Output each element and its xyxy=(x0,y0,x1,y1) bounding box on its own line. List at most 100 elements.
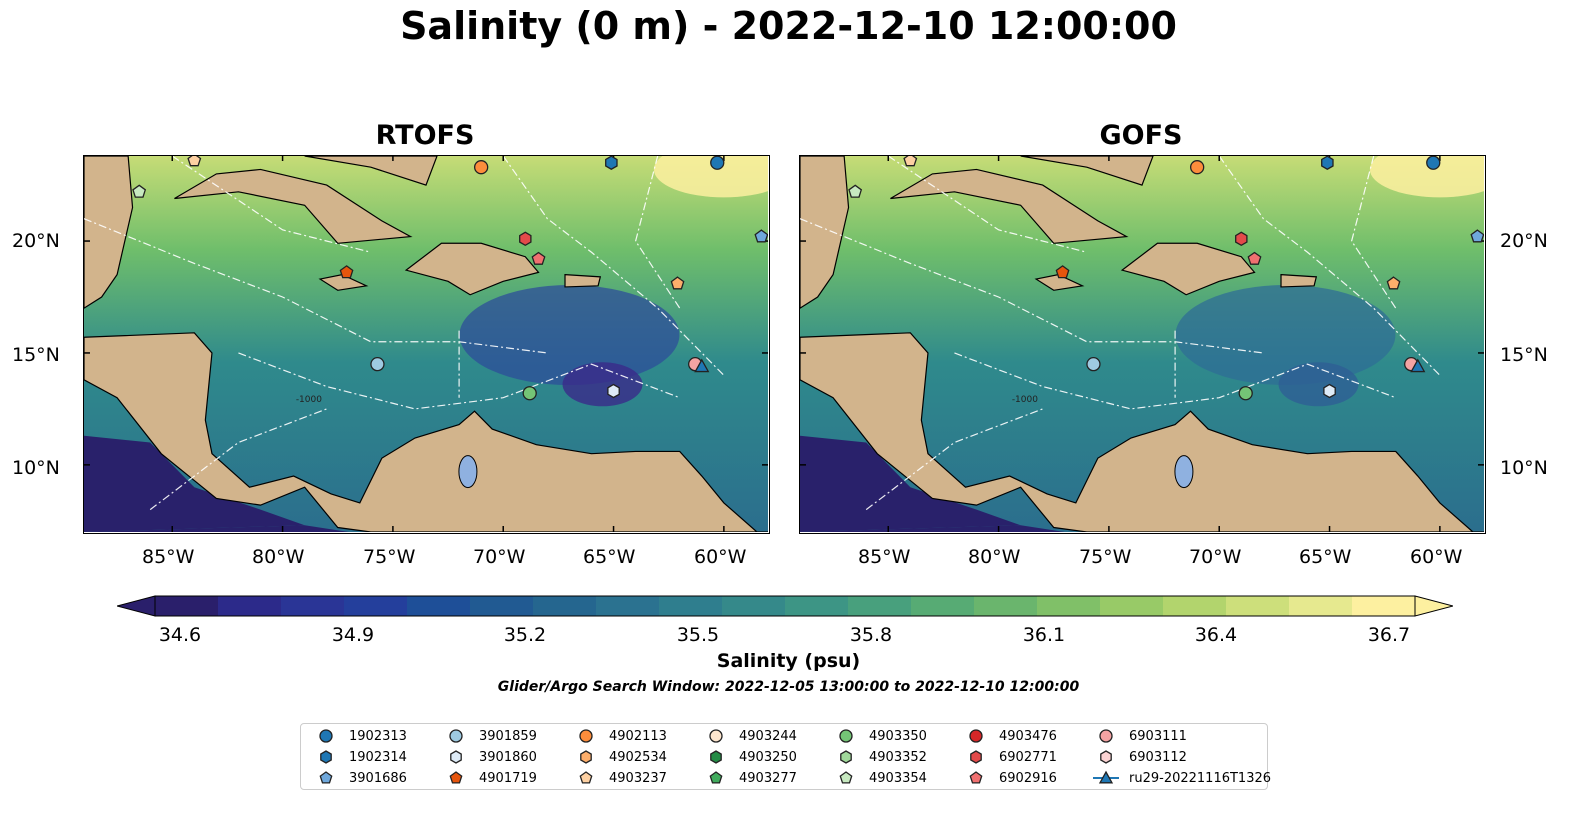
lat-tick-left-15n: 15°N xyxy=(12,344,60,366)
float-marker xyxy=(1323,383,1336,399)
float-marker xyxy=(848,184,863,198)
float-marker xyxy=(1238,386,1253,401)
colorbar-segment xyxy=(974,596,1038,616)
high-salinity-patch xyxy=(1369,156,1484,198)
legend-label: 4903250 xyxy=(739,749,797,765)
legend-marker xyxy=(319,729,333,743)
colorbar-segment xyxy=(281,596,345,616)
legend-item: 4901719 xyxy=(443,768,537,788)
lon-tick-right-70w: 70°W xyxy=(1189,546,1242,568)
legend-marker-icon xyxy=(970,750,982,764)
float-marker xyxy=(710,156,725,170)
lat-tick-right-15n: 15°N xyxy=(1500,344,1548,366)
legend-label: 6903112 xyxy=(1129,749,1187,765)
legend-label: 4902113 xyxy=(609,728,667,744)
legend-label: 1902313 xyxy=(349,728,407,744)
legend-item: 6902771 xyxy=(963,747,1057,767)
legend-label: 6902771 xyxy=(999,749,1057,765)
legend-label: 4903244 xyxy=(739,728,797,744)
legend-marker-icon xyxy=(840,750,852,764)
float-marker xyxy=(1470,229,1484,243)
legend-marker xyxy=(839,729,853,743)
legend-marker-icon xyxy=(709,729,723,743)
map-panel-gofs: -1000 xyxy=(799,155,1486,534)
colorbar-segment xyxy=(1163,596,1227,616)
colorbar-segment xyxy=(596,596,660,616)
legend-label: 3901860 xyxy=(479,749,537,765)
legend-marker xyxy=(1100,750,1112,764)
legend-item: 6902916 xyxy=(963,768,1057,788)
colorbar-max-extend xyxy=(1414,595,1455,617)
legend-marker-icon xyxy=(450,750,462,764)
legend-item: 6903111 xyxy=(1093,726,1187,746)
legend-item: 3901859 xyxy=(443,726,537,746)
lon-tick-right-65w: 65°W xyxy=(1299,546,1352,568)
legend-marker xyxy=(969,729,983,743)
land-puerto-rico xyxy=(564,273,602,288)
colorbar-tick: 36.1 xyxy=(1022,624,1066,646)
legend-item: 4903277 xyxy=(703,768,797,788)
legend-marker-icon xyxy=(710,750,722,764)
legend-label: ru29-20221116T1326 xyxy=(1129,770,1272,786)
map-canvas: -1000 xyxy=(84,156,768,532)
float-marker xyxy=(519,231,532,247)
legend-marker-icon xyxy=(839,771,853,784)
float-marker xyxy=(522,386,537,401)
land-bahamas xyxy=(1020,156,1154,186)
legend-marker xyxy=(709,729,723,743)
colorbar-graphic xyxy=(115,595,1455,617)
eez-boundary xyxy=(800,218,1264,354)
legend-label: 3901686 xyxy=(349,770,407,786)
float-marker xyxy=(1086,356,1101,372)
colorbar xyxy=(115,594,1455,618)
colorbar-segment xyxy=(911,596,975,616)
colorbar-segment xyxy=(1037,596,1101,616)
legend-marker xyxy=(1098,770,1114,784)
legend-item: ru29-20221116T1326 xyxy=(1093,768,1271,788)
legend-marker xyxy=(320,750,332,764)
figure-title: Salinity (0 m) - 2022-12-10 12:00:00 xyxy=(400,4,1177,48)
legend-marker xyxy=(579,729,593,743)
land-cuba xyxy=(890,168,1129,244)
legend: 1902313 1902314 3901686 3901859 3901860 49017… xyxy=(300,723,1271,790)
legend-item: 4903352 xyxy=(833,747,927,767)
colorbar-segment xyxy=(659,596,723,616)
land-jamaica xyxy=(318,273,369,291)
land-central-america xyxy=(84,332,768,532)
land-yucatan xyxy=(800,156,850,309)
legend-marker xyxy=(1099,729,1113,743)
lon-tick-right-80w: 80°W xyxy=(968,546,1021,568)
legend-marker xyxy=(579,771,593,784)
legend-label: 6902916 xyxy=(999,770,1057,786)
colorbar-tick: 35.8 xyxy=(849,624,893,646)
colorbar-segment xyxy=(344,596,408,616)
contour-label: -1000 xyxy=(1012,395,1038,405)
colorbar-tick: 36.7 xyxy=(1367,624,1411,646)
colorbar-label: Salinity (psu) xyxy=(716,650,861,672)
legend-marker-icon xyxy=(579,771,593,784)
legend-item: 4902534 xyxy=(573,747,667,767)
search-window-note: Glider/Argo Search Window: 2022-12-05 13… xyxy=(497,679,1080,695)
eez-boundary xyxy=(1350,156,1397,309)
float-marker xyxy=(694,358,710,373)
pacific-ocean xyxy=(800,435,1021,532)
lon-tick-left-60w: 60°W xyxy=(694,546,747,568)
legend-item: 6903112 xyxy=(1093,747,1187,767)
float-marker xyxy=(1235,231,1248,247)
colorbar-segment xyxy=(1226,596,1290,616)
legend-marker xyxy=(319,771,333,784)
legend-label: 3901859 xyxy=(479,728,537,744)
high-salinity-patch xyxy=(653,156,768,198)
eez-boundary xyxy=(84,218,548,354)
land-cuba xyxy=(174,168,413,244)
legend-item: 4903354 xyxy=(833,768,927,788)
float-marker xyxy=(474,160,489,175)
legend-label: 6903111 xyxy=(1129,728,1187,744)
legend-item: 4903350 xyxy=(833,726,927,746)
legend-marker-icon xyxy=(449,771,463,784)
legend-item: 4903244 xyxy=(703,726,797,746)
legend-item: 4903250 xyxy=(703,747,797,767)
land-puerto-rico xyxy=(1280,273,1318,288)
legend-label: 4903354 xyxy=(869,770,927,786)
low-salinity-pool xyxy=(459,285,680,386)
